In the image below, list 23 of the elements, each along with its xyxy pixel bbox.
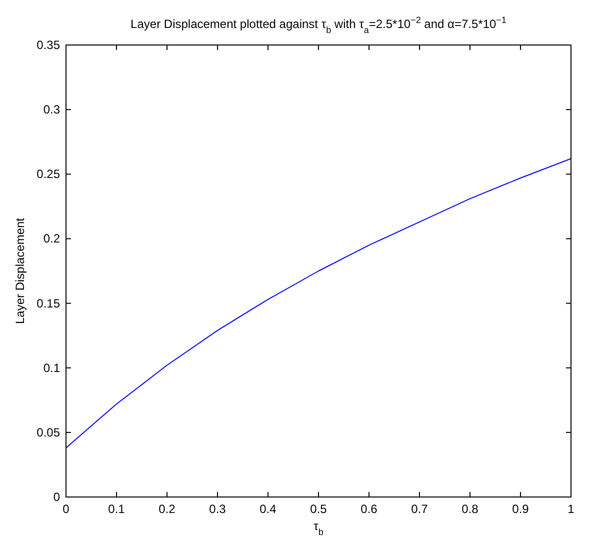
x-tick-label: 0.2 <box>158 502 176 516</box>
y-tick-label: 0.25 <box>36 167 60 182</box>
y-tick-label: 0 <box>53 490 60 504</box>
y-tick-label: 0.05 <box>36 425 60 440</box>
chart-title: Layer Displacement plotted against τ$_{b}$ with τ$_{a}$=2.5*10$^{−2}$ and α=7.5*10$^{−1}$ <box>130 15 506 35</box>
y-tick-label: 0.15 <box>36 296 60 310</box>
y-tick-label: 0.1 <box>43 360 60 375</box>
x-tick-label: 0 <box>62 502 70 516</box>
line-series <box>66 158 572 448</box>
x-tick-label: 0.1 <box>108 502 126 516</box>
x-tick-label: 0.4 <box>260 502 277 516</box>
x-tick-label: 0.3 <box>209 502 226 516</box>
x-tick-label: 0.7 <box>411 502 428 516</box>
y-axis-title: Layer Displacement <box>13 217 27 324</box>
x-tick-label: 0.9 <box>512 502 530 516</box>
x-tick-label: 1 <box>568 502 575 516</box>
x-tick-label: 0.5 <box>310 502 328 516</box>
x-axis-title: τ$_{b}$ <box>314 519 324 537</box>
y-tick-label: 0.3 <box>43 102 60 117</box>
y-tick-label: 0.2 <box>43 232 60 246</box>
x-tick-label: 0.8 <box>462 502 479 516</box>
y-tick-label: 0.35 <box>36 38 60 52</box>
x-tick-label: 0.6 <box>360 502 378 516</box>
